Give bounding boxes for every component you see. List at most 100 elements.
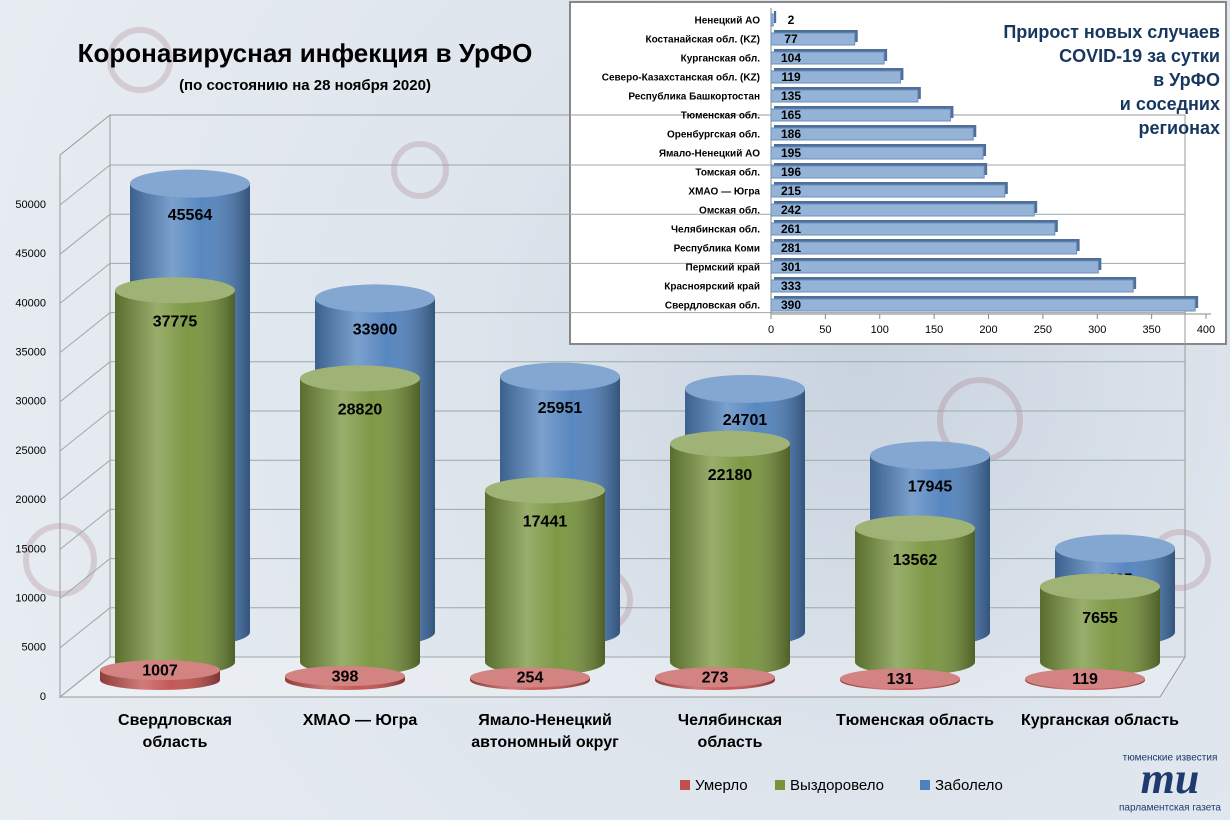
cylinder-shade bbox=[1040, 586, 1160, 675]
bar bbox=[770, 13, 774, 27]
value-label: 301 bbox=[781, 260, 801, 274]
grid-line bbox=[59, 508, 1185, 550]
value-label: 22180 bbox=[708, 467, 753, 484]
cylinder-top bbox=[115, 277, 235, 304]
cylinder-top bbox=[1040, 573, 1160, 600]
grid-line bbox=[59, 361, 1185, 403]
bar bbox=[770, 184, 1006, 198]
value-label: 398 bbox=[332, 668, 359, 685]
y-tick-label: 20000 bbox=[15, 494, 46, 506]
inset-title: в УрФО bbox=[1153, 70, 1220, 90]
cylinder-shade bbox=[670, 443, 790, 675]
logo-top: тюменские известия bbox=[1123, 753, 1218, 764]
x-tick-label: Ямало-Ненецкий автономный округ bbox=[471, 712, 619, 751]
value-label: 186 bbox=[781, 127, 801, 141]
value-label: 273 bbox=[702, 670, 729, 687]
y-tick-label: Пермский край bbox=[686, 263, 760, 274]
logo-bottom: парламентская газета bbox=[1119, 803, 1221, 814]
inset-title: COVID-19 за сутки bbox=[1059, 46, 1220, 66]
y-tick-label: Красноярский край bbox=[664, 282, 760, 293]
value-label: 119 bbox=[781, 70, 801, 84]
value-label: 261 bbox=[781, 222, 801, 236]
value-label: 28820 bbox=[338, 402, 383, 419]
cylinder-top bbox=[315, 284, 435, 313]
x-tick-label: 0 bbox=[768, 324, 774, 336]
x-tick-label: 400 bbox=[1197, 324, 1215, 336]
cylinder-top-shine bbox=[285, 666, 405, 687]
y-tick-label: 40000 bbox=[15, 297, 46, 309]
cylinder-top bbox=[285, 666, 405, 687]
legend-label: Заболело bbox=[935, 777, 1003, 794]
value-label: 33900 bbox=[353, 322, 398, 339]
cylinder-top-shine bbox=[130, 169, 250, 198]
value-label: 17441 bbox=[523, 514, 568, 531]
x-tick-label: Тюменская область bbox=[836, 712, 994, 729]
x-tick-label: 150 bbox=[925, 324, 943, 336]
y-tick-label: Костанайская обл. (KZ) bbox=[645, 34, 760, 46]
y-tick-label: Республика Башкортостан bbox=[628, 91, 760, 103]
y-tick-label: Ямало-Ненецкий АО bbox=[659, 149, 760, 160]
cylinder-top-shine bbox=[840, 668, 960, 689]
y-tick-label: ХМАО — Югра bbox=[688, 187, 760, 198]
bar bbox=[770, 127, 974, 141]
bar bbox=[770, 298, 1196, 312]
x-tick-label: Свердловская область bbox=[118, 712, 232, 751]
legend-swatch bbox=[680, 780, 690, 790]
cylinder-shade bbox=[485, 490, 605, 675]
y-tick-label: Омская обл. bbox=[699, 205, 760, 217]
cylinder-top-shine bbox=[500, 362, 620, 391]
value-label: 215 bbox=[781, 184, 801, 198]
value-label: 25951 bbox=[538, 400, 583, 417]
bar bbox=[770, 89, 919, 103]
cylinder-top-shine bbox=[870, 441, 990, 470]
cylinder-top-shine bbox=[1025, 668, 1145, 689]
value-label: 24701 bbox=[723, 412, 768, 429]
y-tick-label: 45000 bbox=[15, 248, 46, 260]
cylinder-top-shine bbox=[300, 365, 420, 392]
value-label: 17945 bbox=[908, 479, 953, 496]
x-tick-label: 350 bbox=[1142, 324, 1160, 336]
cylinder-top bbox=[685, 374, 805, 403]
y-tick-label: Тюменская обл. bbox=[681, 110, 761, 122]
value-label: 390 bbox=[781, 298, 801, 312]
cylinder-top bbox=[655, 667, 775, 688]
value-label: 242 bbox=[781, 203, 801, 217]
y-tick-label: 15000 bbox=[15, 543, 46, 555]
cylinder-top bbox=[300, 365, 420, 392]
value-label: 281 bbox=[781, 241, 801, 255]
y-tick-label: 0 bbox=[40, 691, 46, 703]
cylinder-top-shine bbox=[685, 374, 805, 403]
value-label: 1007 bbox=[142, 662, 178, 679]
bar bbox=[770, 279, 1134, 293]
grid-line bbox=[59, 312, 1185, 353]
cylinder-top bbox=[855, 515, 975, 542]
legend-label: Умерло bbox=[695, 777, 748, 794]
grid-line bbox=[59, 459, 1185, 501]
value-label: 131 bbox=[887, 671, 914, 688]
y-tick-label: Северо-Казахстанская обл. (KZ) bbox=[602, 72, 760, 84]
bar bbox=[770, 222, 1056, 236]
value-label: 135 bbox=[781, 89, 801, 103]
cylinder-shade bbox=[115, 290, 235, 675]
y-tick-label: 30000 bbox=[15, 396, 46, 408]
value-label: 196 bbox=[781, 165, 801, 179]
grid-line bbox=[59, 558, 1185, 599]
y-tick-label: 25000 bbox=[15, 445, 46, 457]
cylinder-top-shine bbox=[115, 277, 235, 304]
legend-swatch bbox=[920, 780, 930, 790]
legend-swatch bbox=[775, 780, 785, 790]
y-tick-label: Ненецкий АО bbox=[695, 16, 761, 27]
cylinder-top bbox=[485, 477, 605, 504]
inset-title: Прирост новых случаев bbox=[1003, 22, 1220, 42]
y-tick-label: Свердловская обл. bbox=[665, 300, 760, 312]
y-tick-label: Томская обл. bbox=[695, 167, 760, 179]
side-wall bbox=[59, 113, 111, 699]
bar bbox=[770, 70, 901, 84]
chart-subtitle: (по состоянию на 28 ноября 2020) bbox=[179, 77, 431, 94]
value-label: 77 bbox=[784, 32, 798, 46]
chart-title: Коронавирусная инфекция в УрФО bbox=[78, 38, 533, 68]
bar bbox=[770, 260, 1099, 274]
y-tick-label: 5000 bbox=[22, 642, 46, 654]
x-tick-label: 250 bbox=[1034, 324, 1052, 336]
